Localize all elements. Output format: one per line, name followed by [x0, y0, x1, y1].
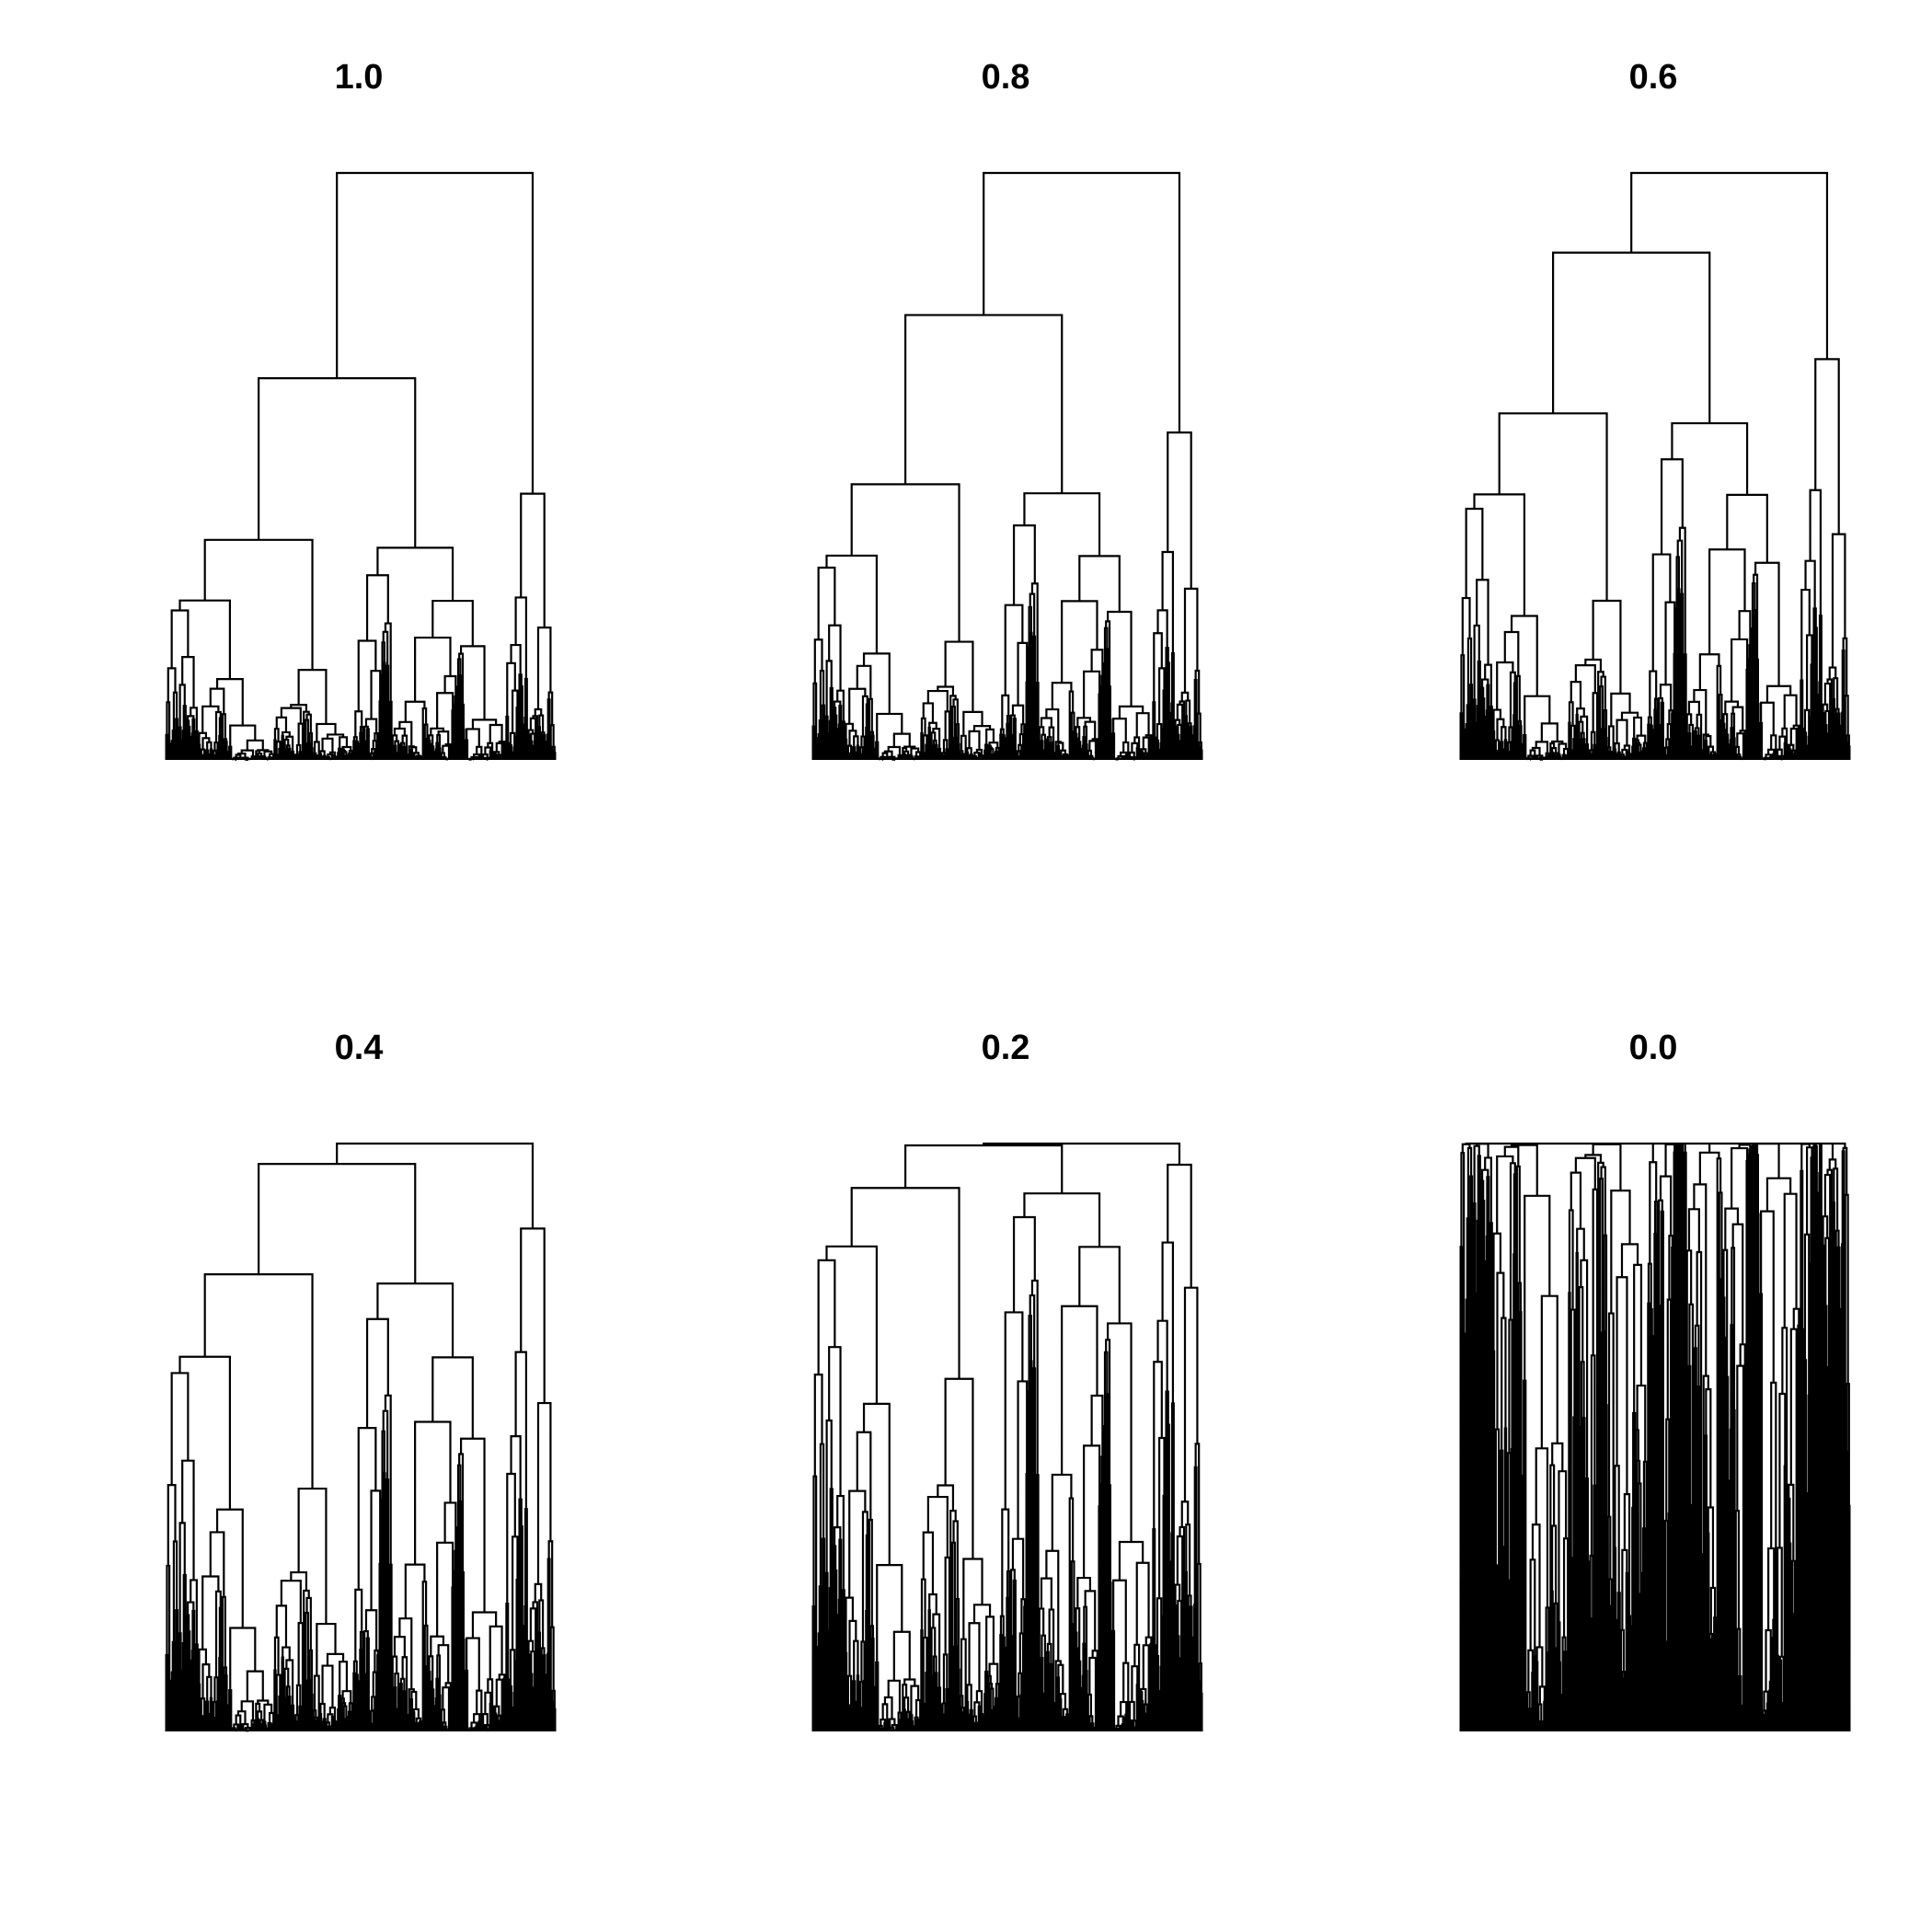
dendrogram [1459, 1142, 1851, 1731]
dendrogram [165, 171, 557, 761]
panel-title: 1.0 [335, 58, 384, 97]
dendrogram [1459, 171, 1851, 761]
dendrogram [811, 171, 1203, 761]
dendrogram-branches [1459, 171, 1851, 761]
panel-title: 0.8 [982, 58, 1030, 97]
panel-title: 0.2 [982, 1029, 1030, 1067]
dendrogram [811, 1142, 1203, 1731]
panel-title: 0.4 [335, 1029, 384, 1067]
dendrogram-panel-4: 0.4 [165, 1029, 557, 1732]
dendrogram-branches [165, 171, 557, 761]
dendrogram-panel-5: 0.2 [811, 1029, 1203, 1731]
dendrogram-panel-2: 0.8 [811, 58, 1203, 761]
dendrogram-panel-3: 0.6 [1459, 58, 1851, 761]
dendrogram-branches [811, 171, 1203, 761]
dendrogram-branches [1459, 1142, 1851, 1731]
panel-title: 0.6 [1629, 58, 1678, 97]
dendrogram-panel-6: 0.0 [1459, 1029, 1851, 1731]
dendrogram [165, 1142, 557, 1732]
dendrogram-panel-1: 1.0 [165, 58, 557, 761]
panel-title: 0.0 [1629, 1029, 1678, 1067]
dendrogram-branches [165, 1142, 557, 1732]
dendrogram-branches [811, 1142, 1203, 1731]
